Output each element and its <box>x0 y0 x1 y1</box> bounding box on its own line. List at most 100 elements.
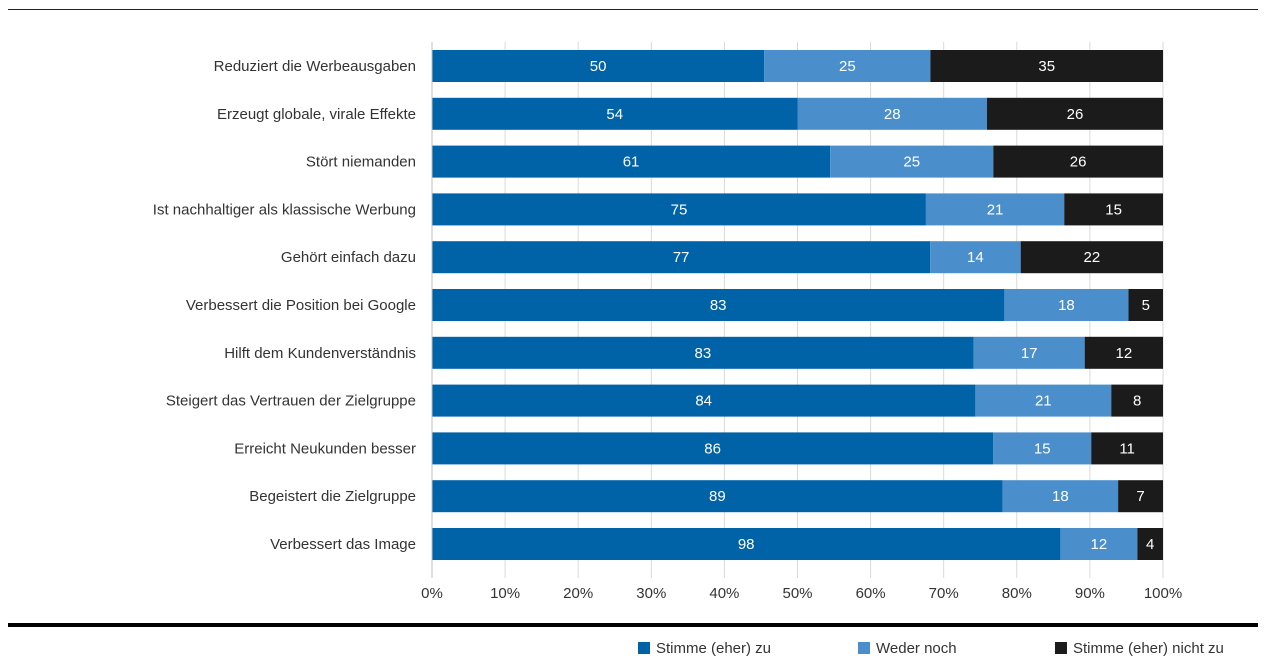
x-tick-label: 90% <box>1075 585 1105 602</box>
data-label-disagree: 15 <box>1105 201 1122 218</box>
x-tick-label: 80% <box>1002 585 1032 602</box>
category-label: Verbessert die Position bei Google <box>186 297 416 314</box>
data-label-agree: 50 <box>590 58 607 75</box>
data-label-agree: 89 <box>709 488 726 505</box>
bar-segment-disagree <box>1084 336 1163 369</box>
bar-segment-neutral <box>993 432 1092 465</box>
bar-segment-disagree <box>930 50 1163 82</box>
bar-segment-disagree <box>1128 289 1163 321</box>
bar-segment-neutral <box>1060 528 1138 560</box>
bar-segment-disagree <box>1137 528 1163 560</box>
bar-segment-disagree <box>1118 480 1163 513</box>
x-tick-label: 40% <box>709 585 739 602</box>
data-label-neutral: 12 <box>1091 536 1108 553</box>
category-label: Erreicht Neukunden besser <box>234 440 416 457</box>
bottom-rule <box>8 623 1258 627</box>
category-label: Erzeugt globale, virale Effekte <box>217 106 416 123</box>
data-label-neutral: 17 <box>1021 345 1038 362</box>
bar-segment-agree <box>432 384 976 417</box>
bar-segment-agree <box>432 97 798 130</box>
data-label-disagree: 35 <box>1038 58 1055 75</box>
data-label-disagree: 22 <box>1083 249 1100 266</box>
data-label-agree: 84 <box>695 393 712 410</box>
top-rule <box>8 9 1258 10</box>
legend-label-agree: Stimme (eher) zu <box>656 639 772 657</box>
category-label: Reduziert die Werbeausgaben <box>214 58 416 75</box>
bar-segment-neutral <box>1004 289 1129 321</box>
data-label-disagree: 26 <box>1070 154 1087 171</box>
legend-swatch-neutral <box>858 642 870 654</box>
legend-swatch-disagree <box>1055 642 1067 654</box>
x-tick-label: 70% <box>929 585 959 602</box>
data-label-disagree: 11 <box>1119 440 1135 457</box>
data-label-neutral: 25 <box>839 58 856 75</box>
x-tick-label: 60% <box>856 585 886 602</box>
data-label-disagree: 5 <box>1142 297 1150 314</box>
category-label: Verbessert das Image <box>270 536 416 553</box>
legend-swatch-agree <box>638 642 650 654</box>
x-tick-label: 100% <box>1144 585 1182 602</box>
bar-segment-neutral <box>975 384 1112 417</box>
data-label-neutral: 15 <box>1034 440 1051 457</box>
data-label-neutral: 18 <box>1052 488 1069 505</box>
x-tick-label: 50% <box>782 585 812 602</box>
bar-segment-neutral <box>830 145 994 178</box>
legend-label-disagree: Stimme (eher) nicht zu <box>1073 639 1224 657</box>
data-label-agree: 83 <box>710 297 727 314</box>
x-tick-label: 0% <box>421 585 443 602</box>
bar-segment-agree <box>432 336 974 369</box>
bar-segment-agree <box>432 432 994 465</box>
bar-segment-disagree <box>1111 384 1163 417</box>
bar-segment-agree <box>432 480 1003 513</box>
category-label: Stört niemanden <box>306 154 416 171</box>
data-label-disagree: 8 <box>1133 393 1141 410</box>
data-label-disagree: 12 <box>1115 345 1132 362</box>
data-label-neutral: 21 <box>1035 393 1052 410</box>
data-label-neutral: 21 <box>987 201 1004 218</box>
data-label-disagree: 7 <box>1136 488 1144 505</box>
legend-item-agree: Stimme (eher) zu <box>638 637 771 659</box>
bar-segment-agree <box>432 193 926 226</box>
x-tick-label: 30% <box>636 585 666 602</box>
legend-label-neutral: Weder noch <box>876 639 957 657</box>
bar-segment-agree <box>432 145 831 178</box>
category-label: Hilft dem Kundenverständnis <box>224 345 416 362</box>
legend-item-neutral: Weder noch <box>858 637 957 659</box>
legend-item-disagree: Stimme (eher) nicht zu <box>1055 637 1224 659</box>
data-label-agree: 77 <box>673 249 690 266</box>
data-label-neutral: 14 <box>967 249 984 266</box>
category-label: Ist nachhaltiger als klassische Werbung <box>153 201 416 218</box>
x-tick-label: 20% <box>563 585 593 602</box>
data-label-agree: 83 <box>695 345 712 362</box>
bar-segment-agree <box>432 241 931 274</box>
bar-segment-neutral <box>925 193 1065 226</box>
x-tick-label: 10% <box>490 585 520 602</box>
bar-segment-neutral <box>930 241 1021 274</box>
data-label-neutral: 25 <box>903 154 920 171</box>
bar-segment-neutral <box>764 50 931 82</box>
data-label-agree: 86 <box>704 440 721 457</box>
category-label: Steigert das Vertrauen der Zielgruppe <box>166 393 416 410</box>
bar-segment-agree <box>432 50 765 82</box>
data-label-agree: 61 <box>623 154 640 171</box>
bar-segment-neutral <box>797 97 988 130</box>
bar-segment-agree <box>432 528 1061 560</box>
data-label-disagree: 26 <box>1067 106 1084 123</box>
bar-segment-disagree <box>987 97 1163 130</box>
data-label-disagree: 4 <box>1146 536 1154 553</box>
data-label-neutral: 18 <box>1058 297 1075 314</box>
category-label: Begeistert die Zielgruppe <box>249 488 416 505</box>
bar-segment-disagree <box>993 145 1163 178</box>
category-label: Gehört einfach dazu <box>281 249 416 266</box>
bar-segment-neutral <box>973 336 1085 369</box>
bar-segment-disagree <box>1020 241 1163 274</box>
data-label-agree: 98 <box>738 536 755 553</box>
bar-segment-disagree <box>1064 193 1163 226</box>
data-label-agree: 54 <box>606 106 623 123</box>
bar-segment-agree <box>432 289 1005 321</box>
bar-segment-neutral <box>1002 480 1119 513</box>
data-label-agree: 75 <box>671 201 688 218</box>
bar-segment-disagree <box>1091 432 1163 465</box>
data-label-neutral: 28 <box>884 106 901 123</box>
